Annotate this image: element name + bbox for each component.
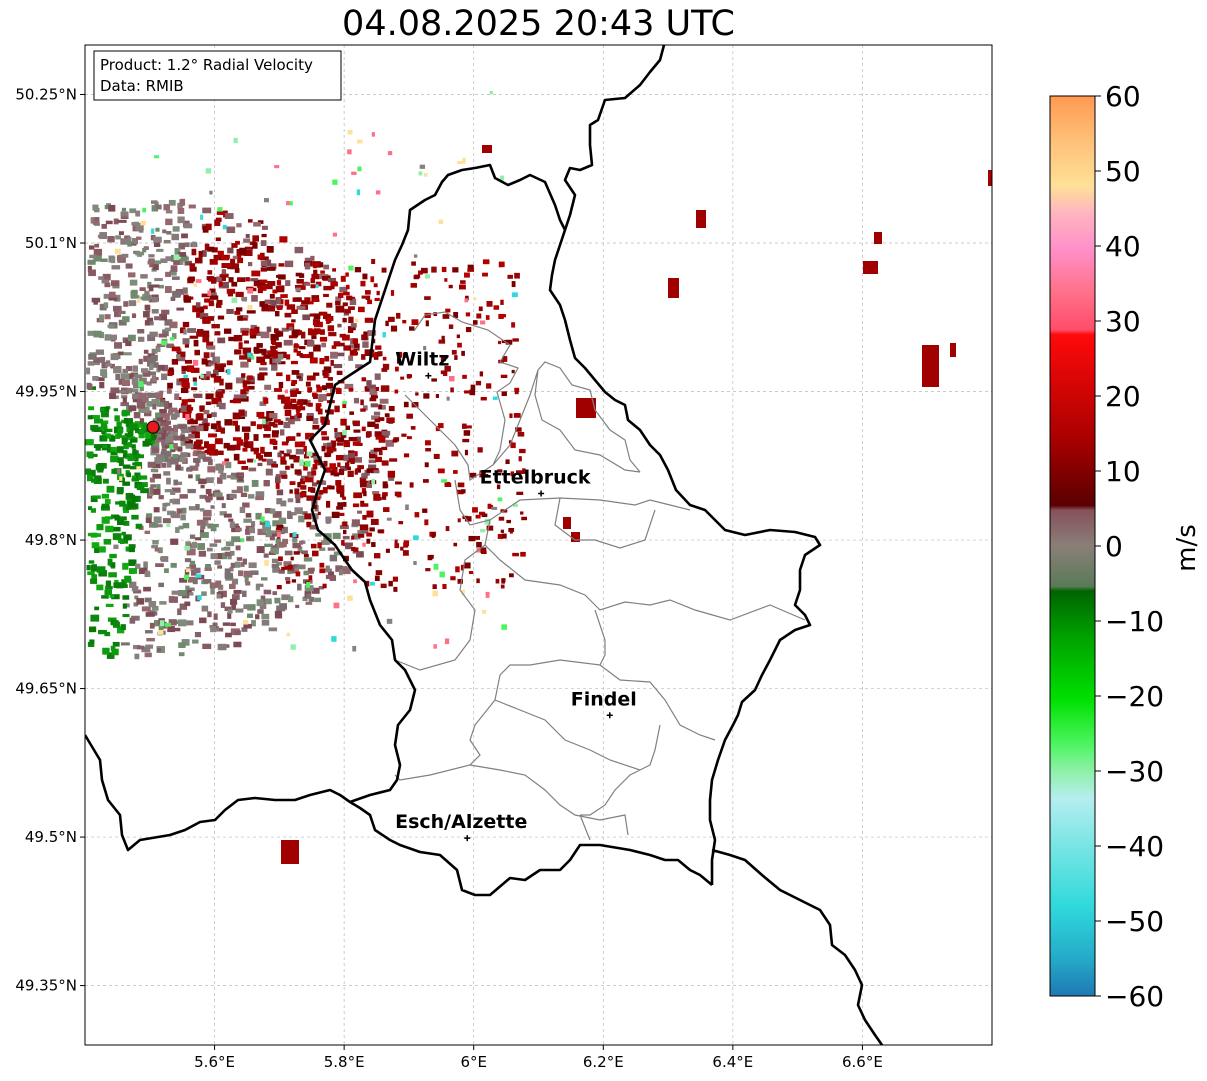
map-background <box>85 45 992 1045</box>
canton-borders <box>394 311 806 841</box>
lat-tick-label: 49.5°N <box>25 828 77 846</box>
lon-tick-label: 6°E <box>460 1053 487 1071</box>
city-label: Ettelbruck <box>480 467 591 489</box>
lat-tick-label: 49.65°N <box>15 680 77 698</box>
map-title: 04.08.2025 20:43 UTC <box>342 4 735 44</box>
city-label: Findel <box>571 688 637 710</box>
colorbar-tick-label: 10 <box>1105 455 1141 488</box>
info-data-source: Data: RMIB <box>100 77 184 95</box>
colorbar-tick-label: 60 <box>1105 80 1141 113</box>
radar-echoes <box>85 88 992 864</box>
colorbar-tick-label: −60 <box>1105 980 1164 1013</box>
city-marker <box>464 835 471 842</box>
country-borders <box>85 45 884 1045</box>
info-product: Product: 1.2° Radial Velocity <box>100 56 313 74</box>
lon-tick-label: 6.6°E <box>842 1053 883 1071</box>
city-marker <box>425 372 432 379</box>
colorbar-tick-label: 50 <box>1105 155 1141 188</box>
lon-tick-label: 6.2°E <box>583 1053 624 1071</box>
colorbar-tick-label: 40 <box>1105 230 1141 263</box>
colorbar-gradient <box>1049 95 1096 997</box>
lon-tick-label: 5.8°E <box>324 1053 365 1071</box>
lon-tick-label: 5.6°E <box>194 1053 235 1071</box>
lat-tick-label: 50.25°N <box>15 86 77 104</box>
colorbar-tick-label: −40 <box>1105 830 1164 863</box>
colorbar-ticks: 60 50 40 30 20 10 0 −10 −20 −30 −40 −50 −60 <box>1095 80 1164 1013</box>
city-label: Esch/Alzette <box>395 811 527 833</box>
map-frame <box>84 44 993 1046</box>
city-markers: Wiltz Ettelbruck Findel Esch/Alzette <box>395 349 637 842</box>
info-box: Product: 1.2° Radial Velocity Data: RMIB <box>93 50 342 101</box>
colorbar-unit-label: m/s <box>1172 524 1202 572</box>
city-marker <box>538 490 545 497</box>
lat-tick-label: 49.95°N <box>15 383 77 401</box>
colorbar-tick-label: 0 <box>1105 530 1123 563</box>
colorbar-tick-label: −30 <box>1105 755 1164 788</box>
radar-site-marker <box>146 420 160 434</box>
colorbar-tick-label: 30 <box>1105 305 1141 338</box>
borders <box>85 45 884 1045</box>
lat-tick-label: 49.8°N <box>25 531 77 549</box>
lat-tick-label: 49.35°N <box>15 977 77 995</box>
lon-tick-label: 6.4°E <box>712 1053 753 1071</box>
lat-tick-label: 50.1°N <box>25 234 77 252</box>
colorbar: 60 50 40 30 20 10 0 −10 −20 −30 −40 −50 −60 m/s <box>1049 80 1202 1013</box>
city-marker <box>606 712 613 719</box>
colorbar-tick-label: −10 <box>1105 605 1164 638</box>
city-label: Wiltz <box>395 349 449 371</box>
colorbar-tick-label: −20 <box>1105 680 1164 713</box>
colorbar-tick-label: 20 <box>1105 380 1141 413</box>
axis-ticks: 50.25°N 50.1°N 49.95°N 49.8°N 49.65°N 49.5°N 4… <box>15 86 883 1071</box>
colorbar-tick-label: −50 <box>1105 905 1164 938</box>
